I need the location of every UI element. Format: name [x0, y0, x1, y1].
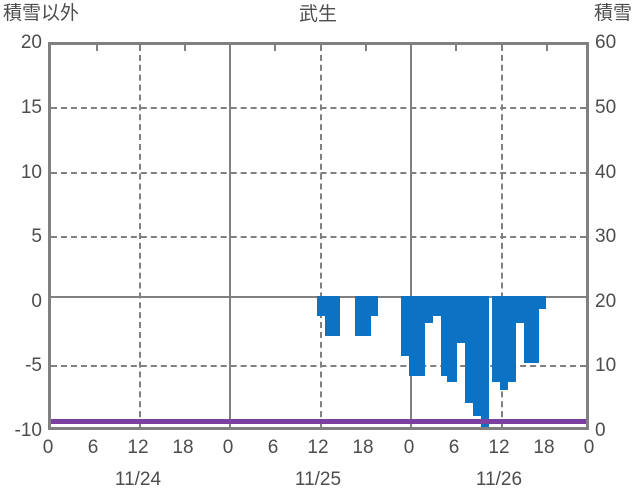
y-left-tick-10: 10	[20, 162, 42, 183]
bar-hour-38	[333, 296, 340, 336]
tick-bottom-2	[139, 44, 141, 51]
page-title: 武生	[298, 4, 337, 25]
y-right-tick-20: 20	[595, 291, 617, 312]
tick-bottom-4	[229, 44, 231, 51]
bar-hour-60	[516, 296, 524, 323]
right-axis-title: 積雪	[593, 3, 632, 24]
x-tick-hour-7: 18	[352, 437, 374, 458]
bar-hour-59	[508, 296, 516, 382]
tick-bottom-6	[320, 44, 322, 51]
y-right-tick-0: 0	[595, 420, 606, 441]
tick-right-30	[580, 236, 587, 238]
tick-bottom-7	[365, 44, 367, 51]
bar-hour-57b	[481, 296, 489, 427]
x-tick-hour-1: 6	[87, 437, 99, 458]
y-left-tick-m10: -10	[14, 420, 42, 441]
plot-inner	[51, 45, 586, 427]
bar-hour-56b	[473, 296, 481, 416]
y-right-tick-60: 60	[595, 32, 617, 53]
tick-bottom-8	[410, 44, 412, 51]
y-left-tick-5: 5	[31, 226, 42, 247]
x-tick-hour-12: 0	[583, 437, 595, 458]
tick-left-10	[50, 172, 57, 174]
bar-hour-41	[355, 296, 363, 336]
tick-bottom-10	[501, 44, 503, 51]
bar-hour-61	[524, 296, 532, 363]
tick-left-0	[50, 296, 57, 298]
tick-left-m5	[50, 365, 57, 367]
bar-hour-37	[325, 296, 333, 336]
tick-right-20	[580, 296, 587, 298]
tick-right-40	[580, 172, 587, 174]
tick-right-50	[580, 107, 587, 109]
bar-hour-36	[317, 296, 325, 316]
x-tick-hour-8: 0	[403, 437, 415, 458]
x-tick-hour-6: 12	[307, 437, 329, 458]
bar-hour-62	[532, 296, 539, 363]
bar-hour-54b	[457, 296, 465, 343]
y-right-tick-30: 30	[595, 226, 617, 247]
gridline-h-m5	[51, 365, 586, 367]
y-left-tick-0: 0	[31, 291, 42, 312]
x-tick-hour-11: 18	[533, 437, 555, 458]
bar-hour-57	[492, 296, 500, 382]
tick-bottom-9	[455, 44, 457, 51]
gridline-v-1126-00	[410, 45, 412, 427]
bar-hour-53b	[449, 296, 457, 382]
x-tick-hour-2: 12	[127, 437, 149, 458]
gridline-h-15	[51, 107, 586, 109]
x-tick-hour-10: 12	[488, 437, 510, 458]
x-date-label-1125: 11/25	[294, 469, 342, 490]
y-right-tick-10: 10	[595, 355, 617, 376]
snow-depth-line	[51, 419, 586, 424]
gridline-h-5	[51, 236, 586, 238]
bar-hour-42	[363, 296, 371, 336]
x-tick-hour-9: 6	[448, 437, 460, 458]
y-left-tick-m5: -5	[25, 355, 42, 376]
y-right-tick-40: 40	[595, 162, 617, 183]
y-right-tick-50: 50	[595, 97, 617, 118]
tick-left-5	[50, 236, 57, 238]
bar-hour-51	[433, 296, 440, 316]
gridline-h-10	[51, 172, 586, 174]
bar-hour-47	[401, 296, 409, 356]
x-date-label-1126: 11/26	[475, 469, 523, 490]
y-left-tick-15: 15	[20, 97, 42, 118]
y-left-tick-20: 20	[20, 32, 42, 53]
bar-hour-52b	[441, 296, 449, 376]
bar-hour-49	[417, 296, 425, 376]
plot-area	[48, 42, 589, 430]
x-tick-hour-0: 0	[42, 437, 54, 458]
tick-bottom-1	[96, 44, 98, 51]
gridline-v-1126-12	[501, 45, 503, 427]
tick-right-10	[580, 365, 587, 367]
tick-left-15	[50, 107, 57, 109]
bar-hour-43	[371, 296, 378, 316]
x-date-label-1124: 11/24	[114, 469, 162, 490]
bar-hour-50	[425, 296, 433, 323]
x-tick-hour-4: 0	[222, 437, 234, 458]
gridline-v-1124-12	[139, 45, 141, 427]
bar-hour-58	[500, 296, 508, 390]
tick-bottom-11	[546, 44, 548, 51]
tick-bottom-3	[184, 44, 186, 51]
tick-bottom-5	[274, 44, 276, 51]
bar-hour-55b	[465, 296, 473, 403]
bar-hour-63	[539, 296, 546, 309]
x-tick-hour-3: 18	[172, 437, 194, 458]
left-axis-title: 積雪以外	[3, 3, 80, 24]
gridline-v-1125-00	[229, 45, 231, 427]
gridline-v-1125-12	[320, 45, 322, 427]
x-tick-hour-5: 6	[267, 437, 279, 458]
bar-hour-48	[409, 296, 417, 376]
